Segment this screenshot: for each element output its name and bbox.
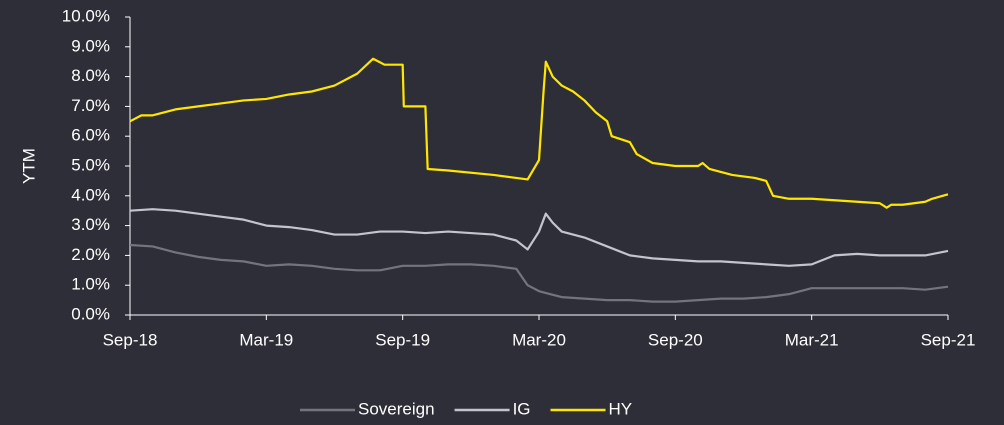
- y-tick-label: 4.0%: [71, 185, 110, 204]
- x-tick-label: Mar-21: [785, 330, 839, 349]
- legend-label: Sovereign: [358, 399, 435, 418]
- x-tick-label: Mar-19: [239, 330, 293, 349]
- series-line: [129, 57, 949, 209]
- x-tick-label: Sep-20: [648, 330, 703, 349]
- y-tick-label: 6.0%: [71, 126, 110, 145]
- y-tick-label: 9.0%: [71, 36, 110, 55]
- x-tick-label: Sep-21: [921, 330, 976, 349]
- y-tick-label: 0.0%: [71, 304, 110, 323]
- y-tick-label: 5.0%: [71, 155, 110, 174]
- x-tick-label: Sep-18: [103, 330, 158, 349]
- x-tick-label: Mar-20: [512, 330, 566, 349]
- series-line: [129, 208, 949, 267]
- y-tick-label: 10.0%: [62, 6, 110, 25]
- y-tick-label: 8.0%: [71, 66, 110, 85]
- series-line: [129, 243, 949, 303]
- x-tick-label: Sep-19: [375, 330, 430, 349]
- y-tick-label: 1.0%: [71, 275, 110, 294]
- legend-label: IG: [513, 399, 531, 418]
- y-tick-label: 3.0%: [71, 215, 110, 234]
- legend-label: HY: [609, 399, 633, 418]
- y-axis-label: YTM: [19, 148, 38, 184]
- y-tick-label: 7.0%: [71, 96, 110, 115]
- y-tick-label: 2.0%: [71, 245, 110, 264]
